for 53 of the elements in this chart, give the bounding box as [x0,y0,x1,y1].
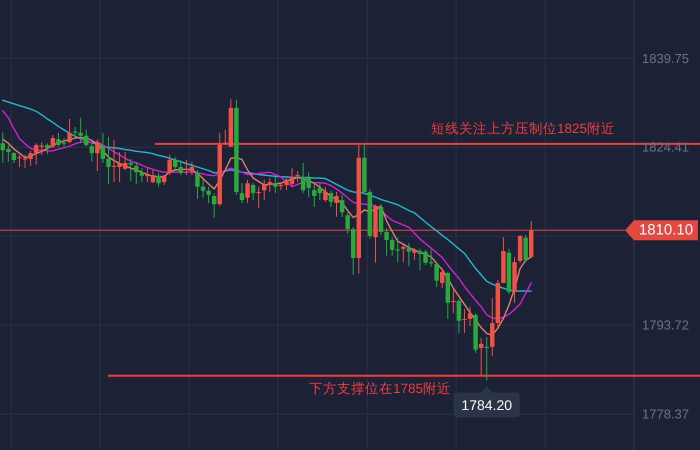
candlestick [200,179,206,198]
candlestick [100,132,106,164]
candlestick [206,186,211,204]
candlestick [50,134,56,148]
candlestick [156,172,161,188]
candlestick [295,170,300,183]
candlestick [334,191,339,218]
candlestick [95,139,100,172]
candlestick [323,186,328,202]
annotation: 1784.20 [461,396,512,413]
candlestick [90,142,94,162]
candlestick [456,298,462,334]
candlestick [172,156,178,170]
price-tag: 1810.10 [625,220,698,240]
candlestick [401,244,406,263]
candlestick [412,248,417,260]
candlestick [195,169,200,200]
candlestick [162,174,166,186]
y-tick-label: 1778.37 [642,406,689,422]
candlestick [262,179,266,201]
ref-line-label: 短线关注上方压制位1825附近 [430,120,615,136]
ref-line-label: 1810.10 [638,222,694,239]
candlestick [328,190,334,208]
candlestick [434,262,439,288]
candlestick [140,168,144,183]
candlestick [17,154,22,168]
candlestick [462,308,467,334]
candlestick [245,179,250,204]
candlestick [67,118,72,144]
candlestick [167,154,172,176]
candlestick [345,212,350,234]
candlestick [490,298,495,357]
candlestick [212,192,216,219]
y-tick-label: 1839.75 [642,50,689,66]
candlestick [406,242,412,267]
candlestick [340,194,344,218]
candlestick [84,129,88,148]
candlestick [250,182,256,201]
y-tick-label: 1793.72 [642,318,689,333]
candlestick [240,182,244,204]
candlestick [106,136,111,184]
candlestick [45,142,50,155]
candlestick [134,161,139,184]
candlestick [478,338,484,376]
candlestick [440,267,444,289]
candlestick [523,234,528,263]
candlestick [384,227,389,256]
candlestick [178,160,184,176]
candlestick [12,151,16,164]
ref-line-label: 下方支撑位在1785附近 [308,380,452,396]
candlestick [468,306,472,326]
candlestick [268,178,272,192]
candlestick [273,176,278,194]
